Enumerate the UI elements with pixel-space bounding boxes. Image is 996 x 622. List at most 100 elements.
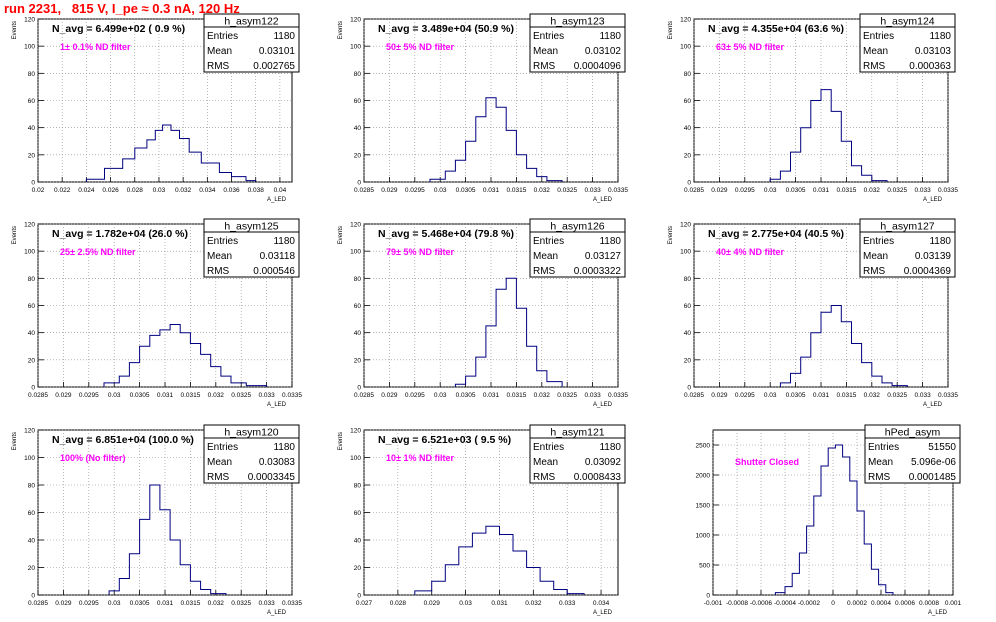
- x-tick-label: 0.0285: [28, 600, 48, 607]
- stats-value: 1180: [599, 236, 621, 247]
- histogram-line: [779, 305, 908, 387]
- x-tick-label: 0.036: [223, 187, 240, 194]
- x-tick-label: -0.001: [704, 600, 723, 607]
- histogram-panel: 0.0285 0.029 0.0295 0.03 0.0305 0.031 0.0315 0.…: [338, 13, 628, 203]
- y-tick-label: 1000: [696, 533, 711, 540]
- x-tick-label: 0.0315: [180, 392, 200, 399]
- stats-key: Entries: [533, 236, 564, 247]
- y-tick-label: 60: [28, 510, 36, 517]
- stats-value: 0.03101: [259, 46, 296, 57]
- stats-value: 0.0004369: [904, 266, 952, 277]
- stats-value: 0.0008433: [574, 472, 622, 483]
- stats-box: h_asym121 Entries 1180 Mean 0.03092 RMS 0.0008…: [529, 424, 626, 484]
- x-tick-label: 0.0335: [938, 187, 958, 194]
- stats-value: 0.000363: [909, 61, 951, 72]
- x-tick-label: 0.0325: [887, 187, 907, 194]
- x-tick-label: 0.032: [534, 187, 551, 194]
- x-tick-label: 0.032: [864, 187, 881, 194]
- y-tick-label: 80: [684, 276, 692, 283]
- histogram-line: [103, 324, 268, 387]
- x-tick-label: 0.001: [945, 600, 962, 607]
- y-tick-label: 0: [31, 593, 35, 600]
- stats-box: h_asym120 Entries 1180 Mean 0.03083 RMS 0.0003…: [203, 424, 300, 484]
- y-axis-title: Events: [668, 21, 674, 39]
- y-tick-label: 0: [31, 385, 35, 392]
- x-tick-label: 0.029: [424, 600, 441, 607]
- x-tick-label: 0.0315: [506, 187, 526, 194]
- x-tick-label: 0.034: [199, 187, 216, 194]
- histogram-panel: 0.0285 0.029 0.0295 0.03 0.0305 0.031 0.0315 0.…: [668, 218, 958, 408]
- y-axis-title: Events: [668, 226, 674, 244]
- x-tick-label: 0.032: [175, 187, 192, 194]
- stats-key: Mean: [863, 46, 888, 57]
- x-tick-label: 0.0295: [405, 392, 425, 399]
- y-tick-label: 40: [354, 330, 362, 337]
- x-tick-label: 0.0285: [684, 187, 704, 194]
- x-tick-label: 0.031: [813, 187, 830, 194]
- histogram-panel: 0.0285 0.029 0.0295 0.03 0.0305 0.031 0.0315 0.…: [668, 13, 958, 203]
- x-tick-label: 0.031: [491, 600, 508, 607]
- y-tick-label: 40: [684, 330, 692, 337]
- x-axis-title: A_LED: [267, 197, 287, 203]
- y-tick-label: 20: [354, 565, 362, 572]
- histogram-name: h_asym120: [224, 427, 278, 439]
- stats-key: Entries: [207, 236, 238, 247]
- y-axis-title: Events: [338, 226, 344, 244]
- stats-frame: [203, 424, 300, 484]
- x-tick-label: 0.0305: [786, 187, 806, 194]
- x-tick-label: 0.0285: [354, 187, 374, 194]
- x-tick-label: 0.0285: [684, 392, 704, 399]
- x-axis-title: A_LED: [593, 402, 613, 408]
- histogram-line: [454, 277, 563, 387]
- x-tick-label: 0.029: [381, 187, 398, 194]
- stats-box: h_asym126 Entries 1180 Mean 0.03127 RMS 0.0003…: [529, 218, 626, 278]
- stats-value: 0.03127: [585, 251, 622, 262]
- filter-annotation: 50± 5% ND filter: [386, 42, 454, 52]
- stats-key: RMS: [863, 266, 886, 277]
- filter-annotation: 1± 0.1% ND filter: [60, 42, 131, 52]
- x-tick-label: 0.0008: [919, 600, 939, 607]
- y-tick-label: 2000: [696, 473, 711, 480]
- y-tick-label: 40: [354, 538, 362, 545]
- histogram-name: hPed_asym: [885, 427, 941, 439]
- x-tick-label: 0.033: [559, 600, 576, 607]
- histogram-name: h_asym124: [880, 16, 934, 28]
- histogram-name: h_asym122: [224, 16, 278, 28]
- x-tick-label: 0.022: [54, 187, 71, 194]
- x-tick-label: 0.0295: [735, 392, 755, 399]
- filter-annotation: 63± 5% ND filter: [716, 42, 784, 52]
- stats-value: 0.03103: [915, 46, 952, 57]
- y-tick-label: 60: [28, 98, 36, 105]
- x-axis-title: A_LED: [593, 610, 613, 616]
- stats-value: 1180: [929, 236, 951, 247]
- histogram-line: [85, 124, 257, 182]
- y-tick-label: 120: [350, 17, 361, 24]
- y-tick-label: 60: [684, 98, 692, 105]
- navg-label: N_avg = 6.499e+02 ( 0.9 %): [52, 23, 185, 35]
- stats-value: 1180: [599, 442, 621, 453]
- y-tick-label: 0: [357, 385, 361, 392]
- histogram-line: [774, 444, 894, 595]
- stats-value: 1180: [929, 31, 951, 42]
- x-tick-label: 0.03: [764, 187, 777, 194]
- y-tick-label: 0: [706, 593, 710, 600]
- stats-key: RMS: [533, 266, 556, 277]
- x-tick-label: 0.033: [914, 392, 931, 399]
- y-tick-label: 80: [354, 71, 362, 78]
- stats-value: 0.0003345: [248, 472, 296, 483]
- x-tick-label: 0.0325: [231, 600, 251, 607]
- histogram-name: h_asym127: [880, 221, 934, 233]
- stats-box: h_asym124 Entries 1180 Mean 0.03103 RMS 0.0003…: [859, 13, 956, 73]
- stats-value: 0.0003322: [574, 266, 622, 277]
- stats-value: 0.0001485: [909, 472, 957, 483]
- y-axis-title: Events: [12, 432, 18, 450]
- x-tick-label: -0.0006: [750, 600, 772, 607]
- y-tick-label: 80: [28, 71, 36, 78]
- x-tick-label: 0.0295: [405, 187, 425, 194]
- y-tick-label: 0: [687, 385, 691, 392]
- y-axis-title: Events: [338, 432, 344, 450]
- x-tick-label: 0.0305: [130, 600, 150, 607]
- x-tick-label: 0.03: [434, 392, 447, 399]
- x-tick-label: 0.0335: [608, 187, 628, 194]
- y-tick-label: 100: [350, 44, 361, 51]
